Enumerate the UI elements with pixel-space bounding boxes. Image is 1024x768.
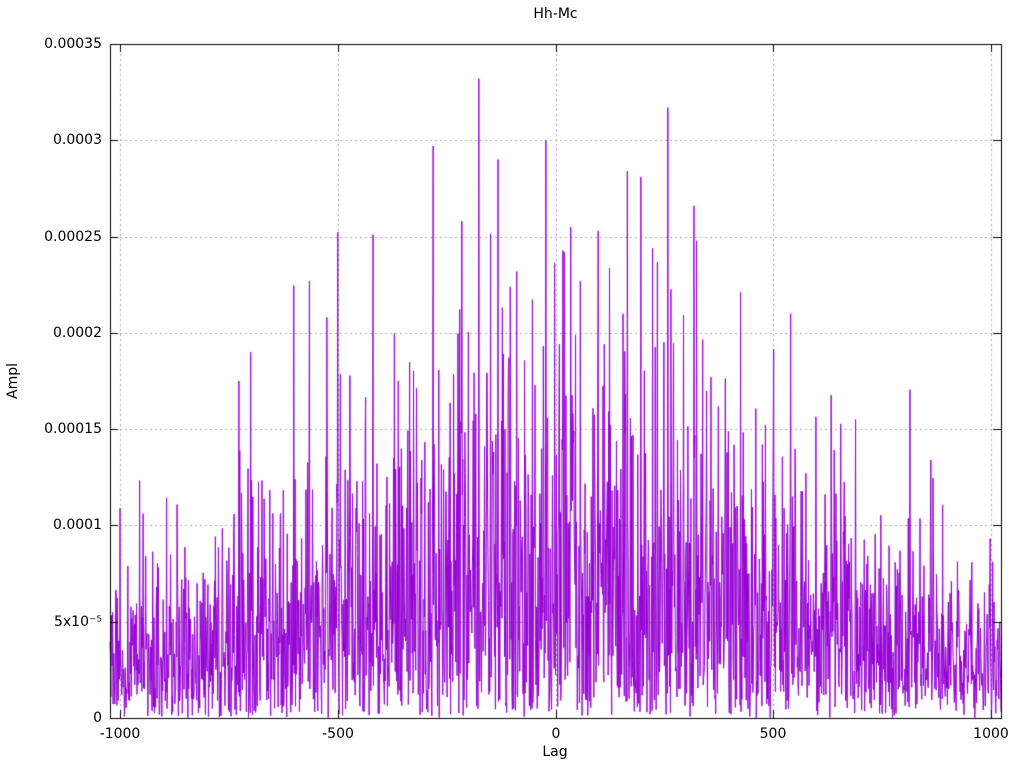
y-tick-label: 0	[93, 710, 102, 726]
y-tick-label: 0.00025	[44, 229, 102, 245]
y-tick-label: 0.00035	[44, 36, 102, 52]
y-tick-label: 0.0002	[53, 325, 102, 341]
y-tick-label: 0.0001	[53, 517, 102, 533]
x-tick-label: 500	[759, 726, 787, 742]
y-axis-label: Ampl	[5, 363, 21, 399]
x-tick-label: -1000	[99, 726, 141, 742]
chart-title: Hh-Mc	[533, 6, 578, 22]
x-tick-label: 0	[551, 726, 561, 742]
x-tick-label: -500	[322, 726, 354, 742]
y-tick-label: 5x10⁻⁵	[53, 614, 102, 630]
y-tick-label: 0.00015	[44, 421, 102, 437]
x-tick-label: 1000	[973, 726, 1009, 742]
x-axis-label: Lag	[542, 744, 568, 760]
y-tick-label: 0.0003	[53, 132, 102, 148]
